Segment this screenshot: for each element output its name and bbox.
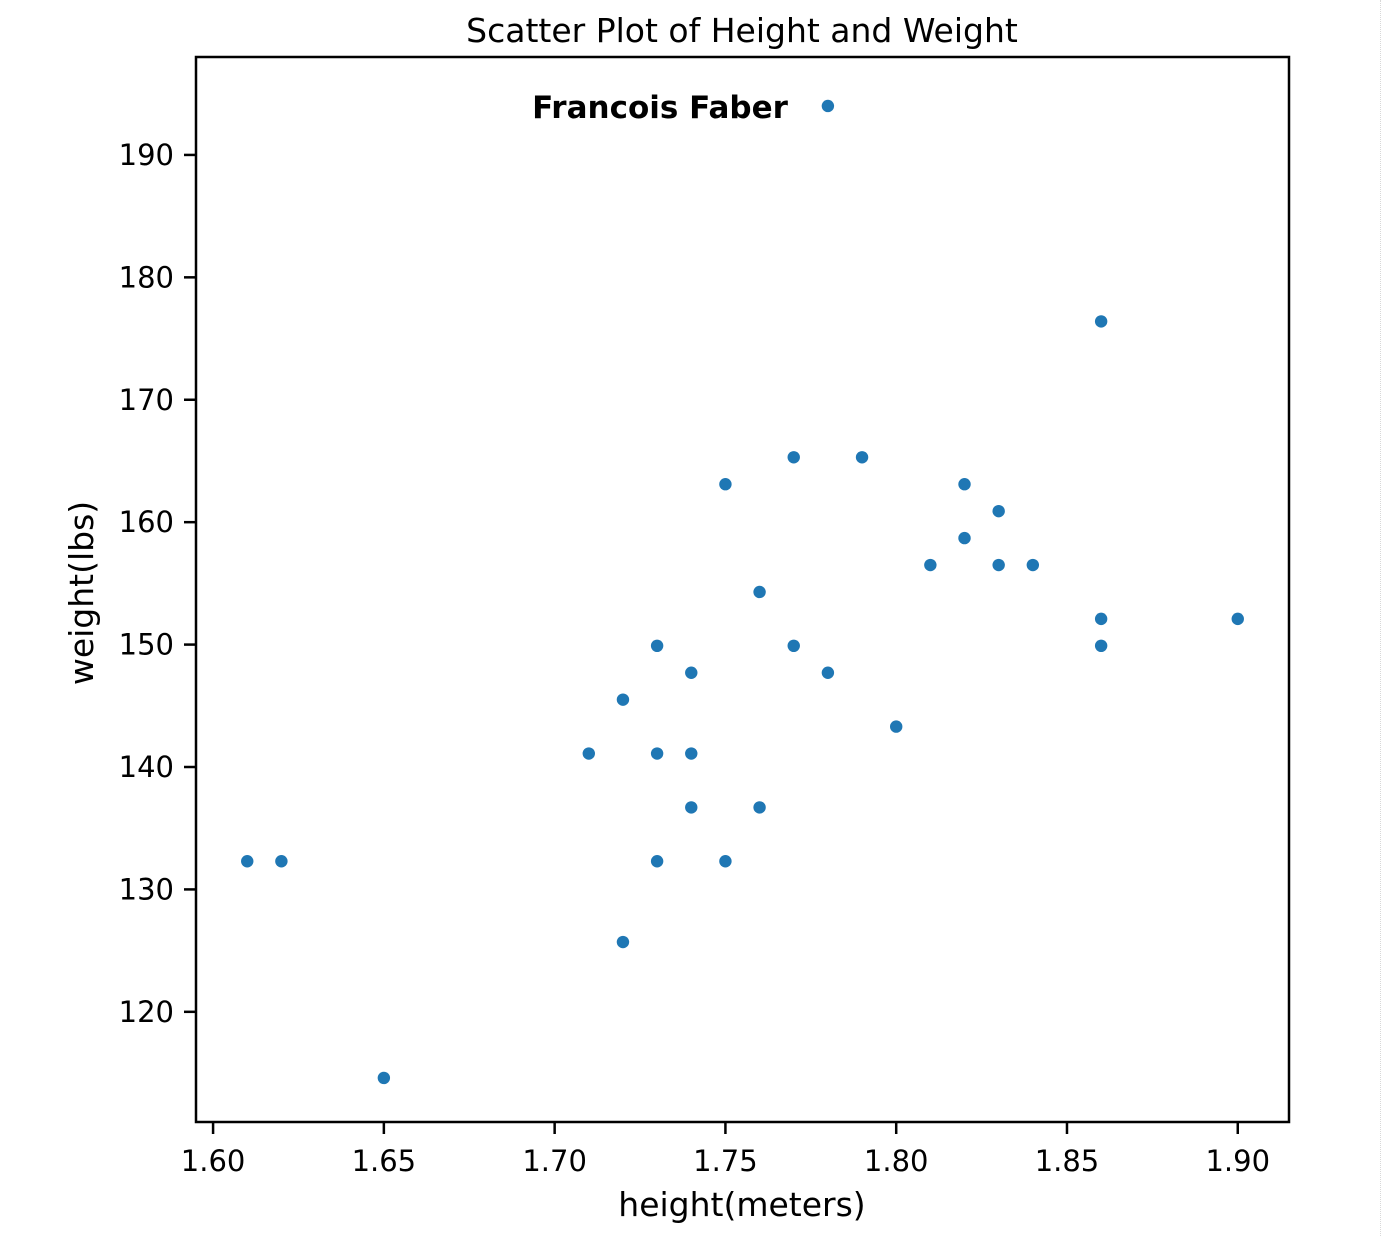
x-axis-label: height(meters) <box>618 1185 865 1224</box>
y-tick-label: 180 <box>119 260 174 294</box>
plot-frame-border <box>194 55 1291 1124</box>
data-point <box>855 451 869 464</box>
data-point <box>992 558 1005 572</box>
data-point <box>1094 315 1108 328</box>
point-annotation: Francois Faber <box>532 90 789 126</box>
data-point <box>685 666 698 679</box>
data-point <box>241 855 254 868</box>
data-point <box>753 585 766 599</box>
x-tick-label: 1.80 <box>864 1144 929 1178</box>
data-point <box>719 478 732 491</box>
y-tick-label: 160 <box>119 505 174 539</box>
x-tick-label: 1.85 <box>1035 1144 1100 1178</box>
data-point <box>958 478 971 491</box>
data-point <box>992 504 1005 518</box>
data-point <box>1094 639 1108 653</box>
data-point <box>650 855 664 868</box>
y-axis-label: weight(lbs) <box>62 501 101 685</box>
x-tick-label: 1.75 <box>693 1144 758 1178</box>
data-point <box>275 855 288 868</box>
canvas-edge-divider <box>1380 0 1381 1236</box>
x-axis: 1.60 1.65 1.70 1.75 1.80 1.85 1.90 <box>181 1122 1270 1178</box>
plot-frame <box>194 55 1291 1124</box>
data-point <box>787 451 800 464</box>
data-point <box>377 1071 391 1085</box>
data-point <box>719 855 732 868</box>
data-point <box>616 935 630 949</box>
data-point <box>958 531 971 545</box>
y-tick-label: 140 <box>119 750 174 784</box>
x-tick-label: 1.70 <box>522 1144 587 1178</box>
y-axis: 120 130 140 150 160 170 180 190 <box>119 138 196 1029</box>
data-point <box>1094 612 1108 626</box>
data-point <box>821 99 835 113</box>
x-tick-label: 1.90 <box>1205 1144 1270 1178</box>
y-tick-label: 190 <box>119 138 174 172</box>
data-point <box>685 801 698 814</box>
y-tick-label: 150 <box>119 628 174 662</box>
x-tick-label: 1.60 <box>181 1144 246 1178</box>
data-point <box>753 801 766 814</box>
data-point <box>821 666 835 679</box>
data-point <box>1231 612 1244 626</box>
y-tick-label: 170 <box>119 383 174 417</box>
data-point <box>650 639 664 653</box>
annotations: Francois Faber <box>532 90 789 126</box>
data-point <box>890 720 903 733</box>
y-tick-label: 130 <box>119 872 174 906</box>
x-tick-label: 1.65 <box>352 1144 417 1178</box>
data-point <box>582 747 595 760</box>
data-point <box>650 747 664 760</box>
data-points <box>241 99 1244 1085</box>
data-point <box>616 693 630 706</box>
y-tick-label: 120 <box>119 995 174 1029</box>
data-point <box>1026 558 1040 572</box>
data-point <box>685 747 698 760</box>
chart-title: Scatter Plot of Height and Weight <box>466 11 1018 50</box>
data-point <box>924 558 937 572</box>
data-point <box>787 639 800 653</box>
